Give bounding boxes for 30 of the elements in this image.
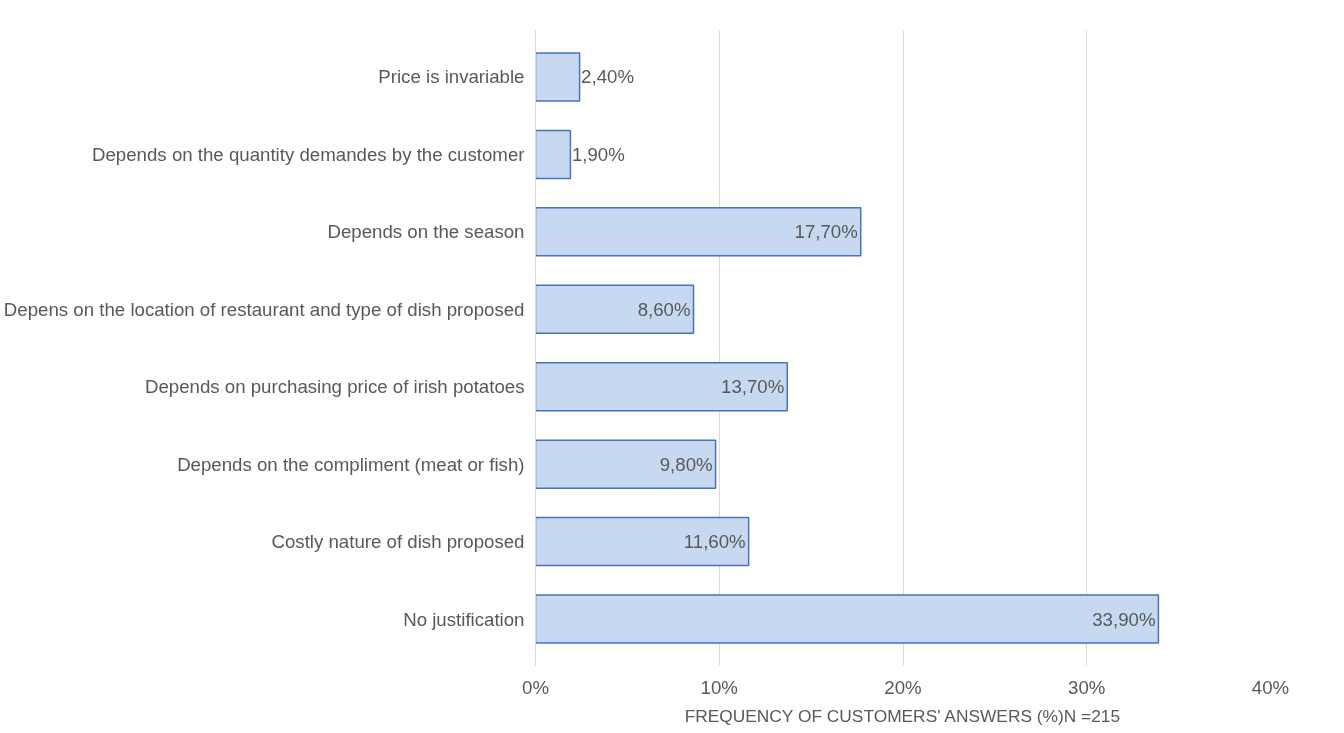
data-label: 8,60% [637, 298, 691, 320]
bar [535, 594, 1160, 644]
bar [535, 439, 717, 489]
y-tick-label: Depends on the season [327, 221, 525, 243]
x-tick-label: 0% [522, 676, 549, 698]
y-tick-label: Depends on the quantity demandes by the customer [92, 143, 525, 165]
data-label: 9,80% [659, 453, 713, 475]
bar [535, 52, 581, 102]
y-tick-label: Depends on purchasing price of irish potatoes [144, 376, 525, 398]
data-label: 33,90% [1092, 608, 1156, 630]
data-label: 17,70% [794, 221, 858, 243]
x-axis-title: FREQUENCY OF CUSTOMERS' ANSWERS (%)N =215 [684, 705, 1121, 726]
bar [535, 207, 862, 257]
bar [535, 284, 695, 335]
bar [535, 361, 788, 412]
x-tick-label: 30% [1068, 676, 1106, 698]
data-label: 2,40% [581, 66, 634, 88]
x-tick-label: 10% [700, 676, 738, 698]
y-tick-label: Price is invariable [378, 66, 525, 88]
y-tick-label: Costly nature of dish proposed [271, 531, 525, 553]
y-tick-label: No justification [403, 608, 525, 630]
data-label: 1,90% [571, 143, 625, 165]
y-tick-label: Depens on the location of restaurant and type of dish proposed [3, 298, 525, 320]
data-label: 11,60% [683, 531, 746, 553]
x-tick-label: 40% [1251, 676, 1290, 698]
bar [535, 516, 750, 567]
bar [535, 129, 572, 180]
y-tick-label: Depends on the compliment (meat or fish) [177, 453, 525, 475]
data-label: 13,70% [721, 376, 785, 398]
x-tick-label: 20% [884, 676, 922, 698]
